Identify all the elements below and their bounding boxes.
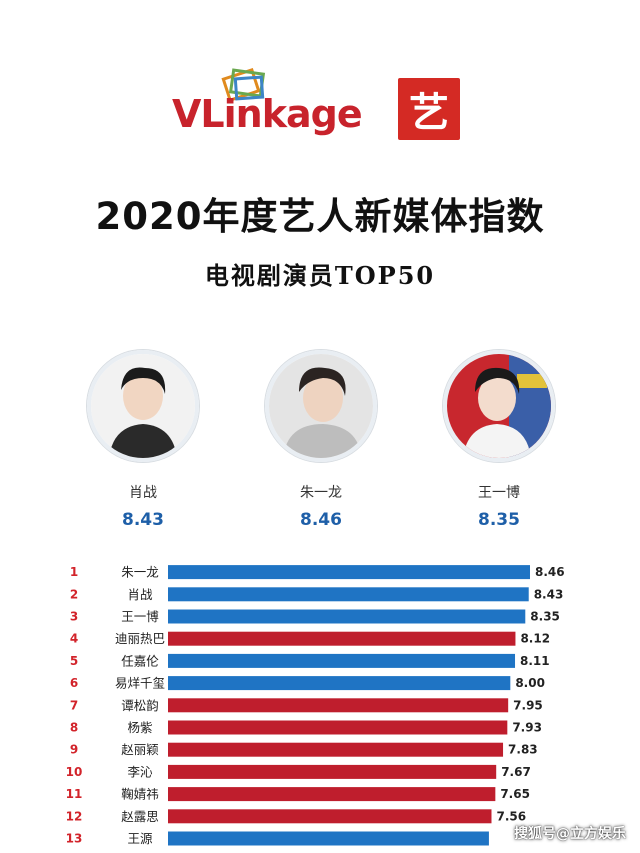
bar-value-label: 7.67 xyxy=(501,765,531,779)
bar xyxy=(168,653,516,668)
person-avatar-icon xyxy=(91,354,195,458)
rank-number: 6 xyxy=(70,676,78,690)
brand-wordmark: VLinkage xyxy=(172,92,363,136)
bar-value-label: 8.00 xyxy=(515,676,545,690)
actor-name: 杨紫 xyxy=(127,720,152,735)
actor-name: 任嘉伦 xyxy=(121,653,159,668)
rank-number: 3 xyxy=(70,610,78,624)
bar-value-label: 7.65 xyxy=(500,787,530,801)
avatar xyxy=(443,350,555,462)
actor-name: 王一博 xyxy=(121,609,159,624)
bar xyxy=(168,565,530,580)
bar-value-label: 7.56 xyxy=(496,809,526,823)
bar xyxy=(168,787,496,802)
top3-item: 王一博 8.35 xyxy=(424,350,574,530)
actor-name: 赵丽颖 xyxy=(121,742,159,757)
bar xyxy=(168,809,492,824)
rank-number: 12 xyxy=(66,809,83,823)
bar-value-label: 7.83 xyxy=(508,743,538,757)
bar xyxy=(168,698,509,713)
rank-number: 8 xyxy=(70,721,78,735)
top3-name: 肖战 xyxy=(129,485,157,501)
person-avatar-icon xyxy=(269,354,373,458)
rank-number: 2 xyxy=(70,587,78,601)
ranking-bar-chart: 1 朱一龙 8.46 2 肖战 8.43 3 王一博 8.35 4 迪丽热巴 8.12 5 任嘉伦 8.11… xyxy=(66,565,565,846)
top3-section: 肖战 8.43 朱一龙 8.46 王一博 8.35 xyxy=(0,350,640,530)
bar xyxy=(168,609,526,624)
actor-name: 李沁 xyxy=(127,764,153,779)
actor-name: 赵露思 xyxy=(121,809,159,824)
rank-number: 1 xyxy=(70,565,78,579)
brand-wordmark-vl: VL xyxy=(172,92,225,136)
brand-wordmark-rest: inkage xyxy=(223,92,363,136)
bar-value-label: 8.46 xyxy=(535,565,565,579)
rank-number: 11 xyxy=(66,787,83,801)
rank-number: 10 xyxy=(66,765,83,779)
bar xyxy=(168,720,508,735)
person-avatar-icon xyxy=(447,354,551,458)
rank-number: 9 xyxy=(70,743,78,757)
logo-row: VLinkage 艺 xyxy=(0,66,640,148)
brand-frames-icon xyxy=(221,68,266,102)
bar xyxy=(168,764,497,779)
top3-score: 8.43 xyxy=(122,510,164,530)
rank-number: 13 xyxy=(66,832,83,846)
top3-score: 8.35 xyxy=(478,510,520,530)
top3-item: 肖战 8.43 xyxy=(68,350,218,530)
rank-number: 7 xyxy=(70,698,78,712)
actor-name: 迪丽热巴 xyxy=(115,631,165,646)
rank-number: 5 xyxy=(70,654,78,668)
bar-value-label: 8.35 xyxy=(530,610,560,624)
iqiyi-logo: 艺 xyxy=(398,78,460,140)
actor-name: 谭松韵 xyxy=(121,698,159,713)
top3-name: 朱一龙 xyxy=(300,485,342,501)
bar-value-label: 7.95 xyxy=(513,698,543,712)
bar xyxy=(168,631,516,646)
bar-value-label: 7.93 xyxy=(512,721,542,735)
top3-name: 王一博 xyxy=(478,485,520,501)
top3-score: 8.46 xyxy=(300,510,342,530)
bar-value-label: 8.43 xyxy=(534,587,564,601)
page-title: 2020年度艺人新媒体指数 xyxy=(95,195,545,238)
rank-number: 4 xyxy=(70,632,78,646)
avatar xyxy=(87,350,199,462)
top3-item: 朱一龙 8.46 xyxy=(246,350,396,530)
bar xyxy=(168,587,529,602)
actor-name: 易烊千玺 xyxy=(115,676,165,691)
bar xyxy=(168,831,489,846)
page-subtitle: 电视剧演员TOP50 xyxy=(204,261,436,290)
bar xyxy=(168,742,504,757)
actor-name: 王源 xyxy=(127,831,153,846)
bar-value-label: 8.11 xyxy=(520,654,550,668)
watermark: 搜狐号@立方娱乐 xyxy=(514,826,626,842)
avatar xyxy=(265,350,377,462)
bar-value-label: 8.12 xyxy=(520,632,550,646)
actor-name: 肖战 xyxy=(127,587,153,602)
bar xyxy=(168,676,511,691)
actor-name: 朱一龙 xyxy=(121,565,159,580)
actor-name: 鞠婧祎 xyxy=(121,787,159,802)
